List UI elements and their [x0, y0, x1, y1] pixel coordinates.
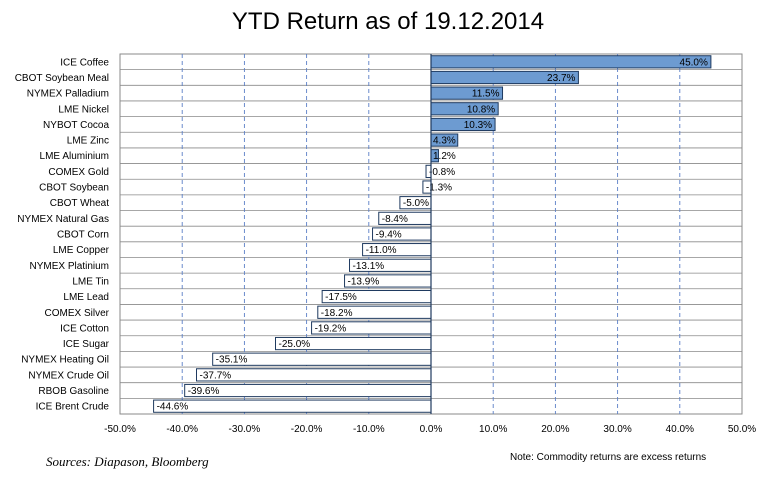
category-label: ICE Coffee [60, 57, 109, 68]
category-label: NYBOT Cocoa [43, 120, 109, 131]
data-label: 10.3% [464, 120, 492, 131]
x-tick-label: 10.0% [479, 424, 507, 435]
x-tick-label: 30.0% [603, 424, 631, 435]
category-label: ICE Sugar [63, 339, 110, 350]
data-label: 23.7% [547, 73, 575, 84]
category-label: LME Copper [53, 245, 110, 256]
data-label: -37.7% [200, 370, 232, 381]
category-label: ICE Cotton [60, 323, 109, 334]
data-label: -18.2% [321, 308, 353, 319]
x-tick-label: 40.0% [666, 424, 694, 435]
category-label: CBOT Soybean Meal [15, 73, 109, 84]
data-label: -13.9% [348, 276, 380, 287]
chart-title: YTD Return as of 19.12.2014 [231, 8, 545, 35]
category-label: CBOT Corn [57, 230, 109, 241]
category-label: NYMEX Palladium [27, 89, 109, 100]
data-label: -5.0% [403, 198, 429, 209]
category-label: LME Aluminium [40, 151, 109, 162]
data-label: -19.2% [315, 323, 347, 334]
x-tick-label: 0.0% [420, 424, 443, 435]
bar [153, 399, 432, 413]
data-label: -8.4% [382, 214, 408, 225]
source-note: Sources: Diapason, Bloomberg [46, 454, 209, 469]
category-label: COMEX Gold [48, 167, 109, 178]
data-label: 10.8% [467, 104, 495, 115]
category-label: LME Lead [63, 292, 109, 303]
data-label: -13.1% [353, 261, 385, 272]
footnote: Note: Commodity returns are excess retur… [510, 452, 707, 463]
category-label: NYMEX Crude Oil [28, 370, 109, 381]
data-label: -9.4% [376, 230, 402, 241]
category-label: LME Tin [72, 276, 109, 287]
data-label: -0.8% [429, 167, 455, 178]
data-label: -1.3% [426, 183, 452, 194]
category-label: RBOB Gasoline [38, 386, 109, 397]
x-tick-label: -40.0% [166, 424, 198, 435]
data-label: -11.0% [366, 245, 397, 256]
category-label: ICE Brent Crude [36, 402, 110, 413]
data-label: -25.0% [279, 339, 311, 350]
category-label: CBOT Soybean [39, 183, 109, 194]
data-label: -39.6% [188, 386, 220, 397]
bar [430, 55, 712, 69]
category-label: CBOT Wheat [50, 198, 109, 209]
bar [196, 368, 432, 382]
category-label: NYMEX Platinium [30, 261, 109, 272]
category-label: NYMEX Heating Oil [21, 355, 109, 366]
data-label: 45.0% [680, 57, 708, 68]
category-label: LME Nickel [58, 104, 109, 115]
x-tick-label: 50.0% [728, 424, 756, 435]
bar [184, 383, 432, 398]
data-label: -44.6% [157, 402, 189, 413]
data-label: -35.1% [216, 355, 248, 366]
x-tick-label: -20.0% [291, 424, 323, 435]
category-label: LME Zinc [67, 136, 109, 147]
data-label: -17.5% [325, 292, 357, 303]
data-label: 4.3% [433, 136, 456, 147]
data-label: 1.2% [433, 151, 456, 162]
category-label: NYMEX Natural Gas [17, 214, 109, 225]
x-tick-label: -30.0% [229, 424, 261, 435]
x-tick-label: -50.0% [104, 424, 136, 435]
x-tick-label: 20.0% [541, 424, 569, 435]
data-label: 11.5% [472, 89, 500, 100]
category-label: COMEX Silver [45, 308, 110, 319]
x-tick-label: -10.0% [353, 424, 385, 435]
